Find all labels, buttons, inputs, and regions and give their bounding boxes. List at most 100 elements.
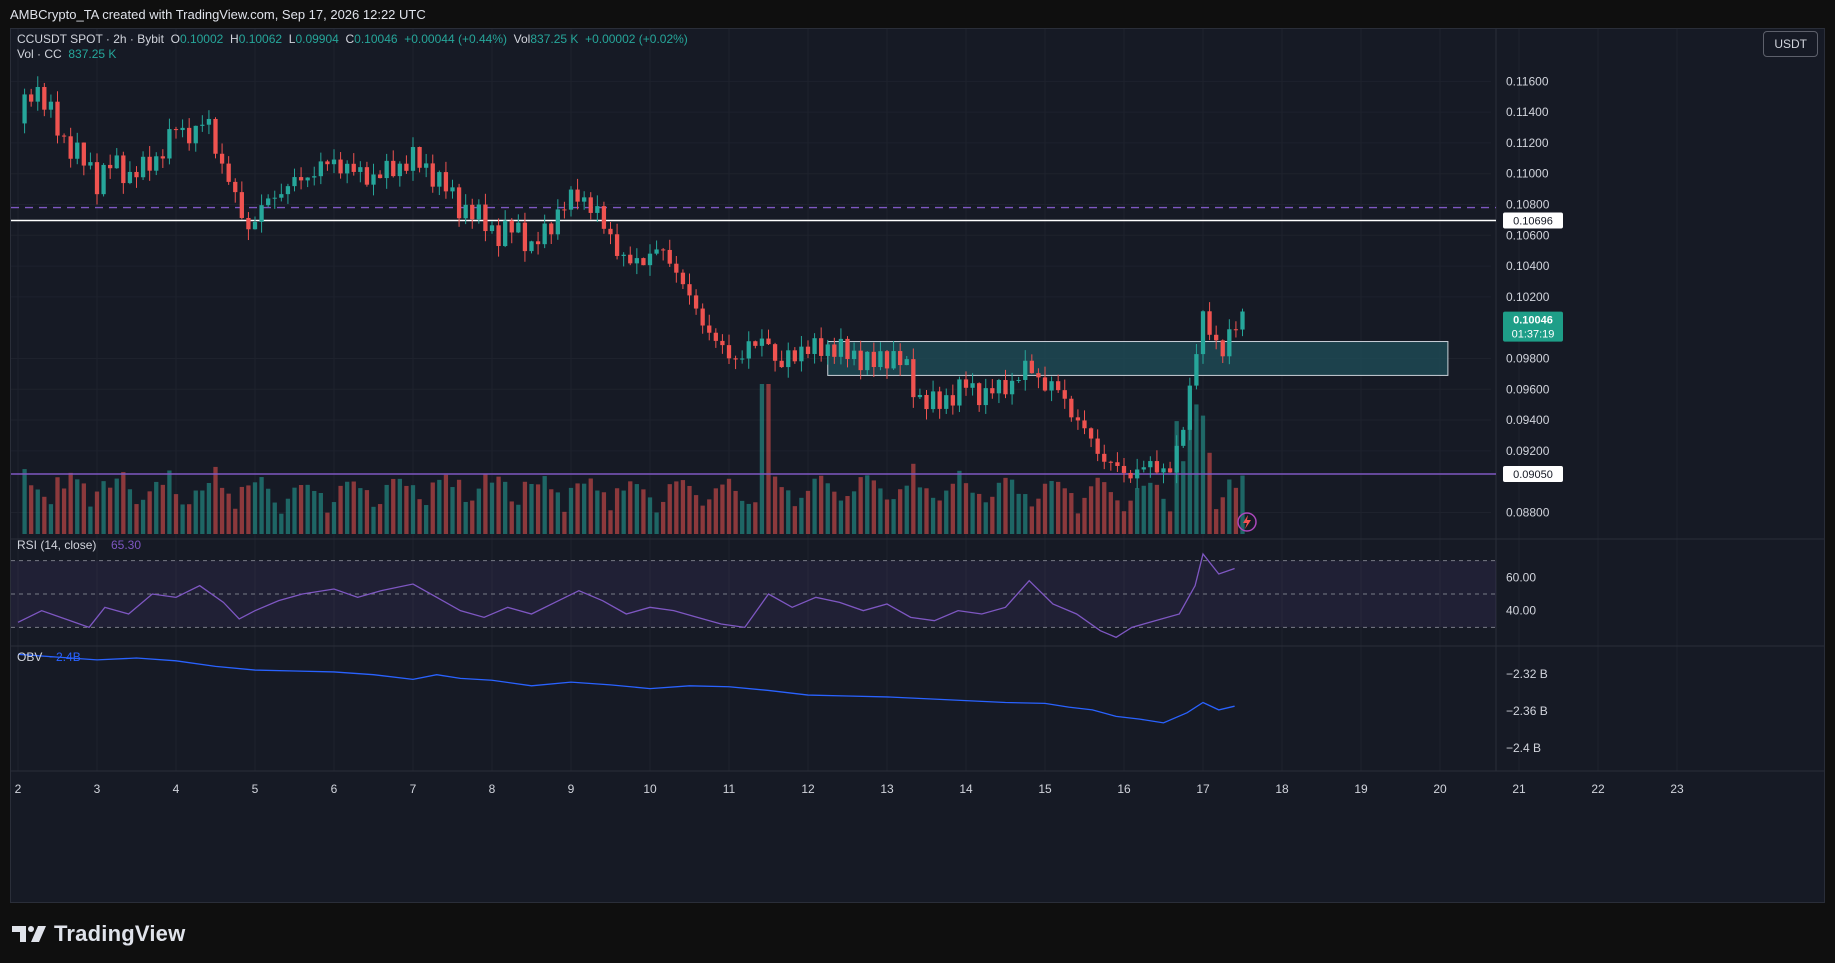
volume-bar: [700, 505, 705, 534]
candle-body: [740, 358, 745, 360]
candle-body: [55, 101, 60, 136]
rsi-tick: 60.00: [1506, 570, 1536, 584]
x-tick: 2: [15, 782, 22, 796]
volume-bar: [226, 493, 231, 534]
volume-bar: [595, 490, 600, 534]
candle-body: [1141, 467, 1146, 470]
candle-body: [456, 187, 462, 219]
candle-body: [292, 177, 297, 187]
rsi-label: RSI (14, close): [17, 538, 96, 552]
volume-bar: [496, 476, 501, 534]
candle-body: [700, 308, 705, 326]
volume-bar: [858, 477, 863, 534]
volume-bar: [568, 487, 574, 534]
volume-bar: [391, 478, 396, 534]
candle-body: [832, 344, 837, 357]
volume-bar: [266, 488, 271, 534]
candle-body: [1042, 377, 1048, 391]
volume-bar: [470, 500, 475, 534]
candle-body: [450, 187, 455, 192]
candle-body: [187, 127, 192, 144]
volume-bar: [246, 485, 251, 534]
high-label: H: [230, 32, 239, 46]
candle-body: [219, 153, 225, 164]
candle-body: [424, 163, 429, 168]
volume-bar: [957, 470, 962, 534]
candle-body: [358, 167, 363, 172]
rsi-pane: 60.00 40.00 RSI (14, close) 65.30: [11, 538, 1536, 639]
candle-body: [529, 241, 534, 252]
candle-body: [1049, 381, 1054, 391]
volume-bar: [318, 493, 323, 534]
close-label: C: [345, 32, 355, 46]
last-price-value: 0.10046: [1513, 315, 1553, 327]
volume-bar: [792, 506, 797, 534]
candle-body: [29, 94, 34, 102]
chart-attribution: AMBCrypto_TA created with TradingView.co…: [10, 6, 426, 22]
candle-body: [522, 222, 528, 252]
candle-body: [786, 350, 791, 368]
volume-bar: [582, 483, 587, 534]
volume-bar: [805, 490, 811, 534]
candle-body: [1174, 445, 1179, 473]
volume-bar: [516, 504, 521, 534]
volume-bar: [911, 463, 916, 534]
volume-bar: [154, 481, 159, 534]
candle-body: [1128, 472, 1133, 479]
candle-body: [509, 220, 514, 233]
candle-body: [272, 197, 277, 199]
volume-bar: [667, 484, 672, 534]
candle-body: [463, 204, 468, 219]
volume-bar: [417, 499, 422, 534]
volume-bar: [891, 499, 896, 534]
volume-bar: [1233, 487, 1239, 534]
candle-body: [687, 284, 692, 296]
volume-bar: [687, 485, 692, 534]
candle-body: [990, 388, 995, 394]
candle-body: [384, 160, 389, 179]
candle-body: [94, 162, 100, 195]
candle-body: [957, 379, 962, 406]
volume-bar: [1023, 494, 1028, 534]
volume-bar: [674, 481, 679, 534]
volume-bar: [654, 512, 659, 534]
volume-bar: [1108, 492, 1113, 534]
candle-body: [898, 351, 903, 366]
volume-bar: [134, 504, 139, 534]
high-value: 0.10062: [238, 32, 283, 46]
volume-bar: [726, 478, 732, 534]
volume-bar: [476, 488, 481, 534]
volume-bar: [312, 490, 317, 534]
open-label: O: [170, 32, 180, 46]
candle-body: [707, 325, 712, 333]
candle-body: [944, 395, 949, 409]
candle-body: [259, 205, 264, 222]
volume-bar: [345, 481, 350, 534]
volume-bar: [206, 482, 212, 534]
candle-body: [285, 186, 291, 195]
candle-body: [891, 351, 896, 369]
volume-bar: [1062, 488, 1067, 534]
candle-body: [858, 350, 863, 371]
candle-body: [61, 135, 67, 137]
chart-canvas[interactable]: 0.10696 0.09050 60.00 40.00 RSI (14, close)…: [11, 29, 1825, 903]
candle-body: [345, 163, 350, 174]
chart-frame[interactable]: 0.10696 0.09050 60.00 40.00 RSI (14, close)…: [10, 28, 1825, 903]
candle-body: [180, 127, 185, 131]
volume-bar: [851, 491, 857, 534]
x-tick: 17: [1196, 782, 1210, 796]
volume-bar: [766, 384, 771, 534]
x-tick: 18: [1275, 782, 1289, 796]
candle-body: [1194, 354, 1199, 386]
volume-bar: [1200, 415, 1206, 534]
candle-body: [838, 338, 844, 357]
lightning-icon: [1237, 512, 1257, 532]
currency-button[interactable]: USDT: [1763, 31, 1818, 57]
volume-bar: [601, 492, 607, 534]
volume-bar: [101, 481, 106, 534]
x-tick: 11: [723, 782, 736, 796]
vol-label: Vol: [513, 32, 531, 46]
candle-body: [1154, 461, 1160, 473]
tradingview-brand-text: TradingView: [54, 921, 186, 946]
volume-bar: [575, 483, 580, 534]
